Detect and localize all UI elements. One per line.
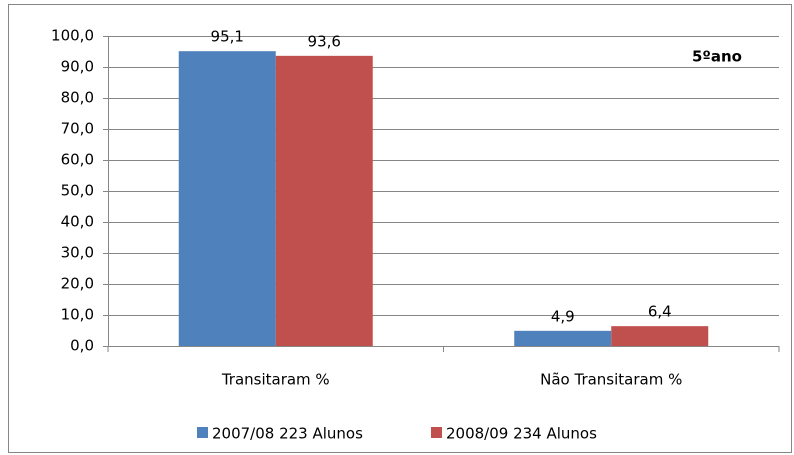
y-tick-label: 70,0 [61, 120, 94, 138]
y-tick-label: 60,0 [61, 151, 94, 169]
bar [611, 326, 709, 346]
legend-swatch [431, 427, 442, 438]
bar [178, 51, 276, 346]
annotation: 5ºano [692, 48, 742, 66]
y-tick-label: 100,0 [51, 27, 94, 45]
chart-border [8, 4, 792, 453]
value-label: 95,1 [211, 28, 244, 46]
y-tick-label: 0,0 [70, 337, 94, 355]
legend-label: 2008/09 234 Alunos [446, 425, 597, 443]
x-tick-label: Transitaram % [221, 371, 330, 389]
y-tick-label: 80,0 [61, 89, 94, 107]
y-tick-label: 10,0 [61, 306, 94, 324]
legend-swatch [197, 427, 208, 438]
y-tick-label: 50,0 [61, 182, 94, 200]
y-tick-label: 30,0 [61, 244, 94, 262]
x-tick-label: Não Transitaram % [540, 371, 682, 389]
value-label: 6,4 [648, 303, 672, 321]
bar [275, 55, 373, 347]
y-tick-label: 20,0 [61, 275, 94, 293]
y-tick-label: 90,0 [61, 58, 94, 76]
value-label: 4,9 [551, 307, 575, 325]
value-label: 93,6 [308, 32, 341, 50]
legend-label: 2007/08 223 Alunos [212, 425, 363, 443]
y-tick-label: 40,0 [61, 213, 94, 231]
bar [514, 330, 612, 346]
